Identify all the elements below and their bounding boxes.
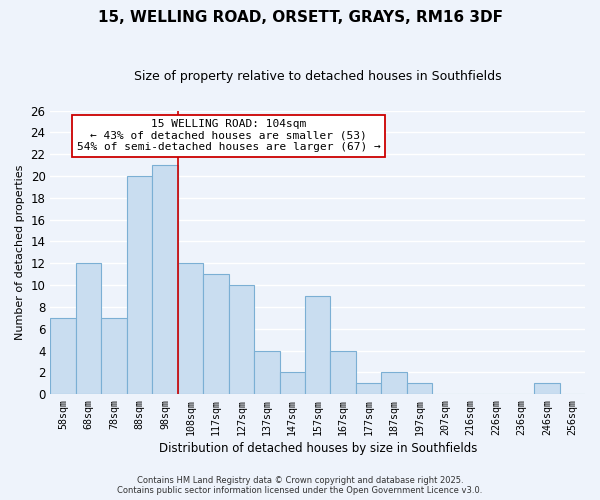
Bar bbox=[76, 264, 101, 394]
Y-axis label: Number of detached properties: Number of detached properties bbox=[15, 164, 25, 340]
Bar bbox=[356, 384, 382, 394]
Text: 15, WELLING ROAD, ORSETT, GRAYS, RM16 3DF: 15, WELLING ROAD, ORSETT, GRAYS, RM16 3D… bbox=[97, 10, 503, 25]
Bar bbox=[152, 165, 178, 394]
Bar bbox=[50, 318, 76, 394]
Bar bbox=[382, 372, 407, 394]
Bar bbox=[101, 318, 127, 394]
Bar bbox=[280, 372, 305, 394]
Bar bbox=[407, 384, 432, 394]
Bar bbox=[305, 296, 331, 394]
Title: Size of property relative to detached houses in Southfields: Size of property relative to detached ho… bbox=[134, 70, 502, 83]
Bar bbox=[178, 264, 203, 394]
Bar bbox=[331, 350, 356, 394]
Bar bbox=[254, 350, 280, 394]
Bar bbox=[229, 285, 254, 394]
Text: 15 WELLING ROAD: 104sqm
← 43% of detached houses are smaller (53)
54% of semi-de: 15 WELLING ROAD: 104sqm ← 43% of detache… bbox=[77, 120, 380, 152]
Bar bbox=[127, 176, 152, 394]
Bar bbox=[534, 384, 560, 394]
X-axis label: Distribution of detached houses by size in Southfields: Distribution of detached houses by size … bbox=[158, 442, 477, 455]
Bar bbox=[203, 274, 229, 394]
Text: Contains HM Land Registry data © Crown copyright and database right 2025.
Contai: Contains HM Land Registry data © Crown c… bbox=[118, 476, 482, 495]
